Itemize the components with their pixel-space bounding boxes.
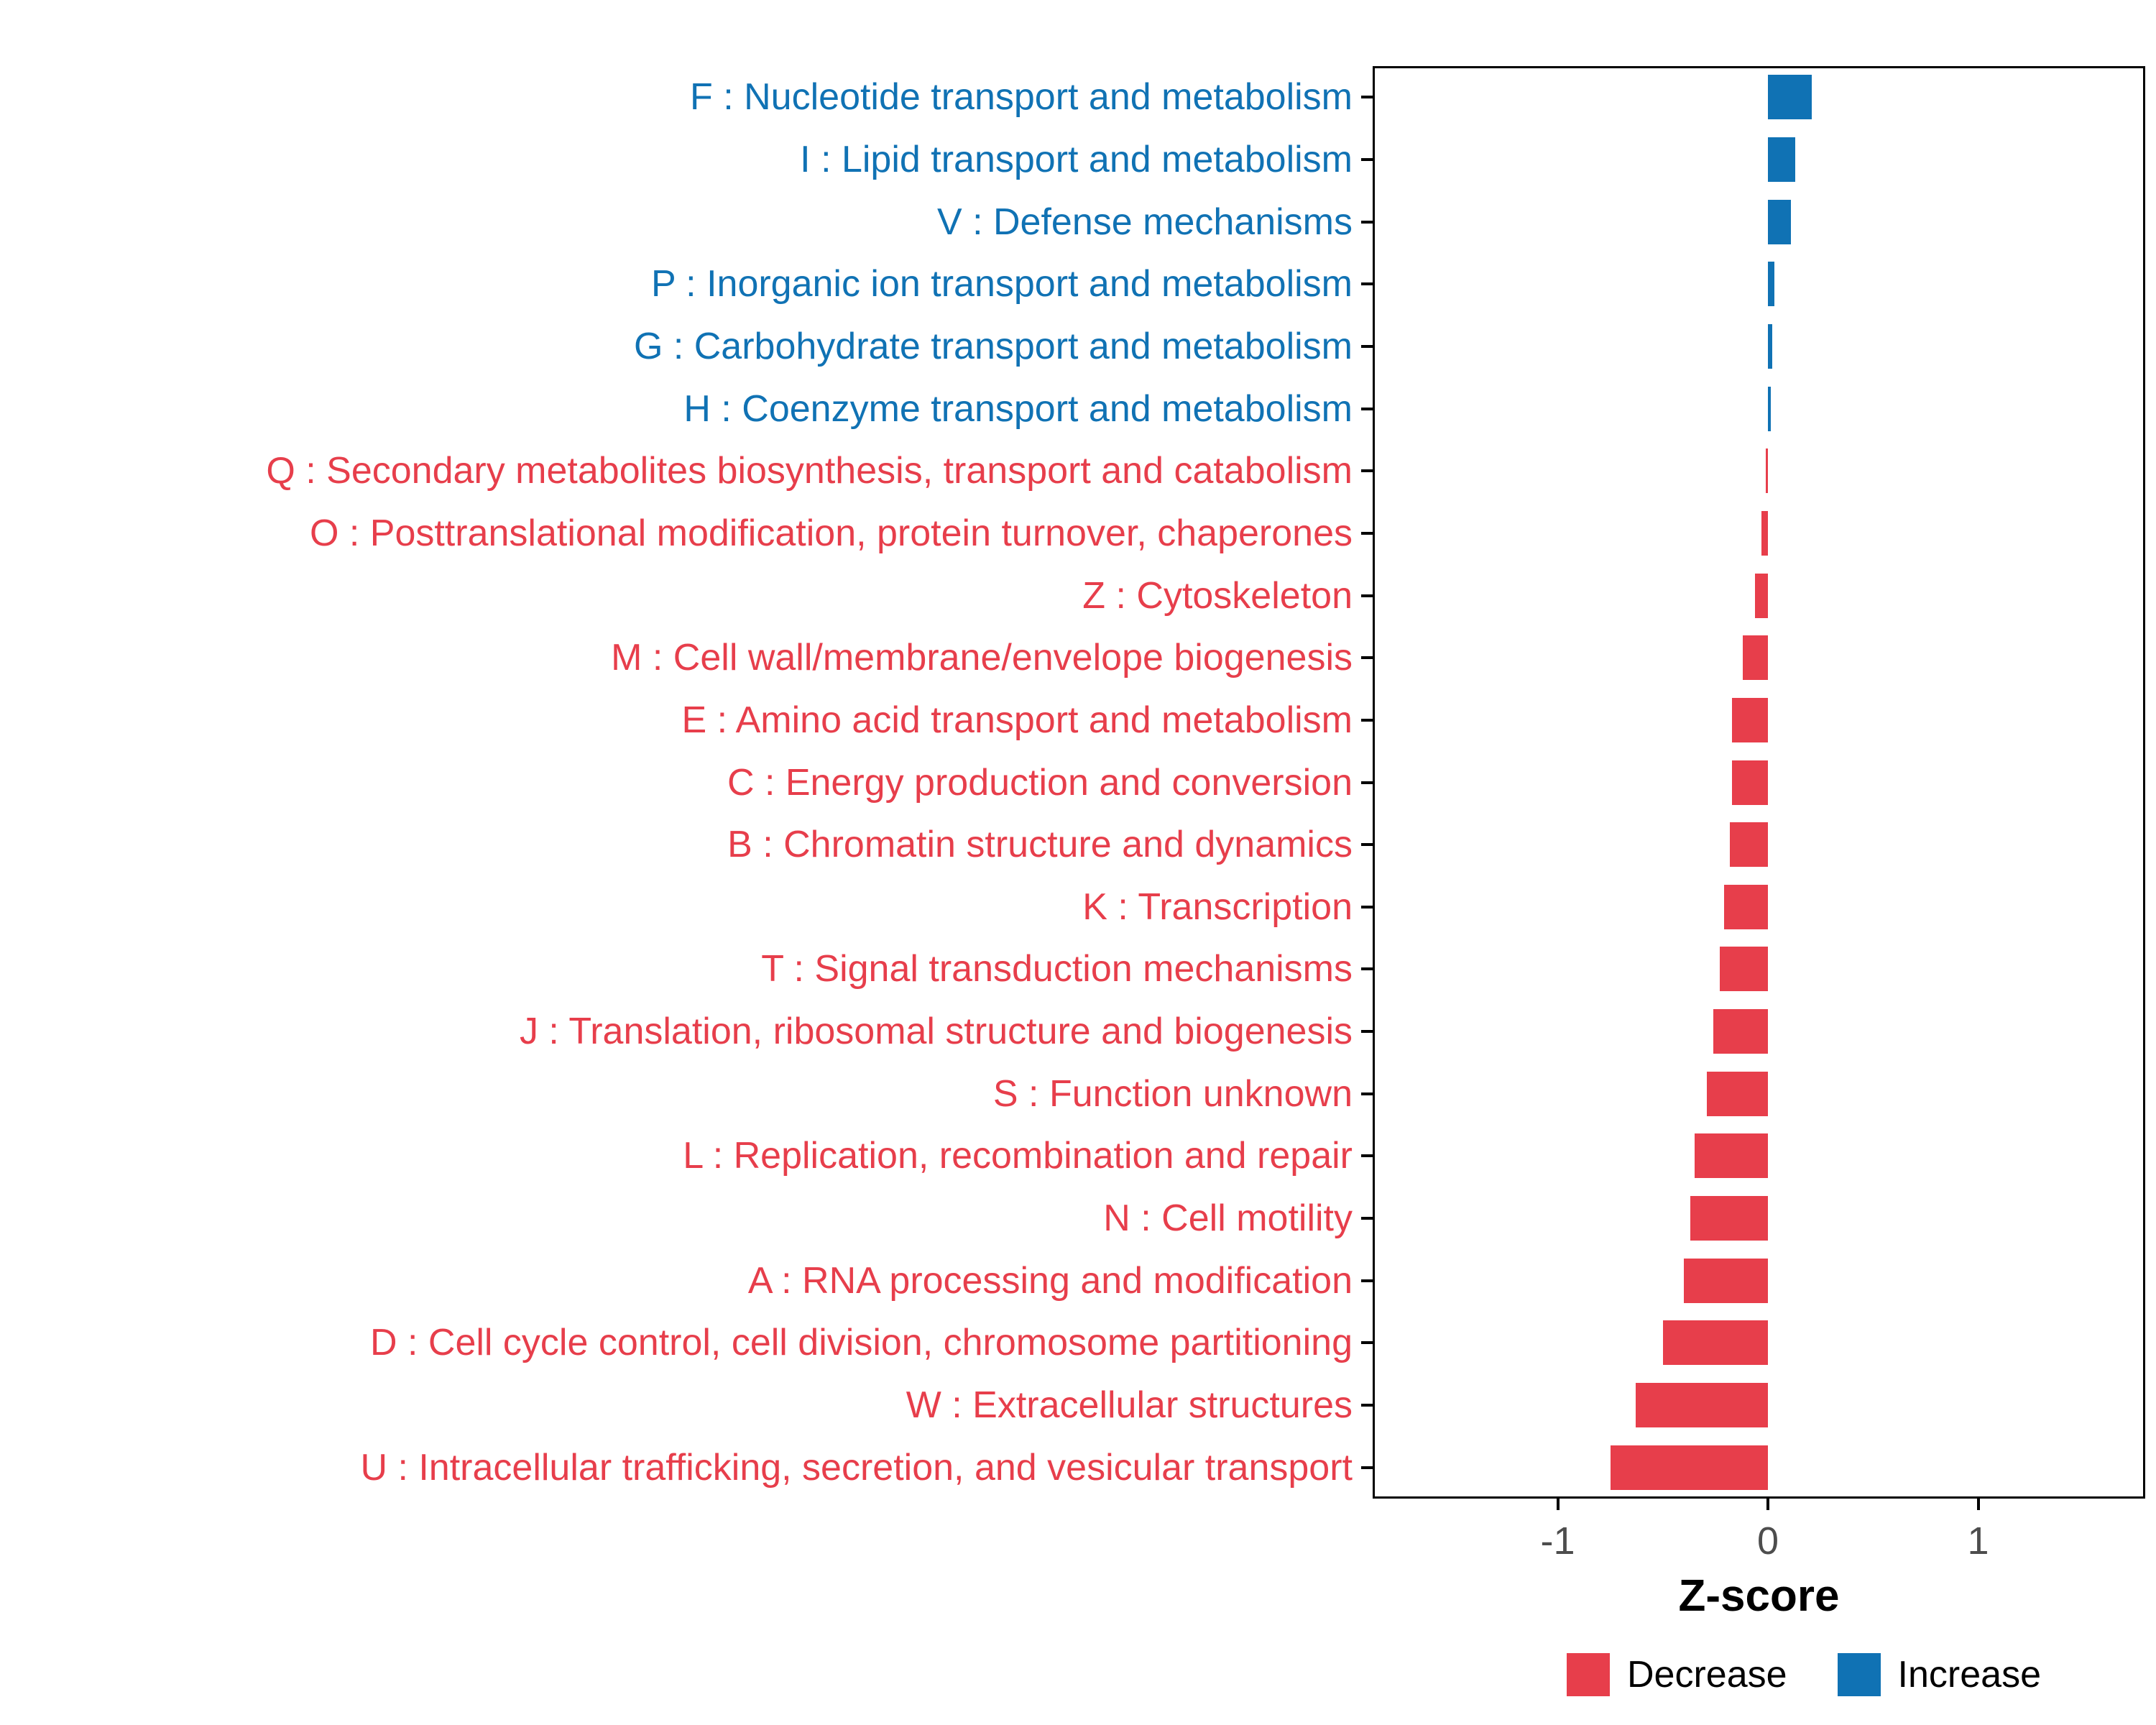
bar (1694, 1133, 1768, 1179)
legend-label-decrease: Decrease (1626, 1654, 1787, 1696)
bar (1713, 1009, 1768, 1054)
bar (1768, 262, 1774, 307)
y-axis-label: G : Carbohydrate transport and metabolis… (633, 325, 1353, 367)
legend-item-decrease: Decrease (1566, 1653, 1787, 1696)
y-axis-label: N : Cell motility (1103, 1197, 1353, 1240)
y-axis-label: B : Chromatin structure and dynamics (727, 824, 1353, 866)
y-axis-label: V : Defense mechanisms (936, 201, 1353, 243)
y-axis-label: D : Cell cycle control, cell division, c… (370, 1322, 1353, 1364)
x-axis-tick (1556, 1499, 1560, 1510)
bar (1768, 199, 1792, 244)
y-axis-label: A : RNA processing and modification (747, 1259, 1353, 1302)
bar (1707, 1071, 1768, 1116)
y-axis-label: T : Signal transduction mechanisms (761, 948, 1353, 990)
y-axis-tick (1361, 594, 1373, 597)
bar (1723, 884, 1768, 929)
y-axis-tick (1361, 656, 1373, 660)
y-axis-label: C : Energy production and conversion (727, 761, 1353, 804)
y-axis-label: F : Nucleotide transport and metabolism (690, 76, 1353, 119)
y-axis-tick (1361, 282, 1373, 286)
bar (1768, 75, 1812, 120)
y-axis-label: M : Cell wall/membrane/envelope biogenes… (611, 637, 1353, 679)
bar (1761, 510, 1768, 556)
bar (1732, 697, 1768, 742)
y-axis-label: W : Extracellular structures (906, 1384, 1353, 1427)
legend: Decrease Increase (1566, 1653, 2041, 1696)
bar (1719, 947, 1768, 992)
y-axis-label: L : Replication, recombination and repai… (683, 1135, 1353, 1177)
bar (1730, 822, 1768, 868)
y-axis-label: J : Translation, ribosomal structure and… (519, 1011, 1353, 1053)
x-axis-tick (1766, 1499, 1769, 1510)
y-axis-label: S : Function unknown (992, 1072, 1353, 1115)
y-axis-tick (1361, 1092, 1373, 1095)
y-axis-label: I : Lipid transport and metabolism (800, 138, 1353, 180)
y-axis-tick (1361, 843, 1373, 847)
bar (1662, 1320, 1768, 1366)
y-axis-tick (1361, 1217, 1373, 1220)
y-axis-tick (1361, 220, 1373, 224)
y-axis-tick (1361, 1154, 1373, 1158)
bar (1768, 137, 1796, 182)
bar (1690, 1196, 1768, 1241)
y-axis-tick (1361, 967, 1373, 971)
x-axis-tick-label: -1 (1540, 1519, 1575, 1563)
x-axis-tick-label: 1 (1967, 1519, 1989, 1563)
bar (1766, 448, 1768, 494)
y-axis-tick (1361, 1030, 1373, 1034)
y-axis-tick (1361, 531, 1373, 535)
x-axis-title: Z-score (1678, 1571, 1840, 1621)
bar (1635, 1383, 1768, 1428)
bar (1742, 635, 1768, 681)
y-axis-tick (1361, 1341, 1373, 1345)
y-axis-tick (1361, 344, 1373, 348)
bar (1755, 573, 1768, 618)
y-axis-label: U : Intracellular trafficking, secretion… (360, 1446, 1353, 1489)
legend-item-increase: Increase (1837, 1653, 2041, 1696)
y-axis-label: Z : Cytoskeleton (1082, 574, 1353, 617)
y-axis-tick (1361, 781, 1373, 784)
y-axis-tick (1361, 157, 1373, 161)
y-axis-label: O : Posttranslational modification, prot… (309, 512, 1353, 554)
y-axis-label: E : Amino acid transport and metabolism (681, 699, 1353, 741)
y-axis-tick (1361, 905, 1373, 908)
y-axis-label: K : Transcription (1082, 886, 1353, 928)
y-axis-tick (1361, 96, 1373, 99)
x-axis-tick-label: 0 (1756, 1519, 1779, 1563)
y-axis-label: Q : Secondary metabolites biosynthesis, … (266, 450, 1353, 492)
bar (1610, 1445, 1768, 1490)
y-axis-tick (1361, 1466, 1373, 1469)
y-axis-tick (1361, 469, 1373, 473)
bar (1684, 1258, 1768, 1303)
decrease-swatch-icon (1566, 1653, 1610, 1696)
increase-swatch-icon (1837, 1653, 1881, 1696)
y-axis-label: H : Coenzyme transport and metabolism (683, 387, 1353, 430)
bar (1732, 760, 1768, 805)
bar (1768, 323, 1772, 369)
y-axis-tick (1361, 1404, 1373, 1407)
bar (1768, 386, 1772, 431)
y-axis-tick (1361, 407, 1373, 410)
x-axis-tick (1976, 1499, 1980, 1510)
y-axis-tick (1361, 718, 1373, 722)
legend-label-increase: Increase (1897, 1654, 2041, 1696)
y-axis-label: P : Inorganic ion transport and metaboli… (650, 263, 1353, 305)
y-axis-tick (1361, 1279, 1373, 1282)
